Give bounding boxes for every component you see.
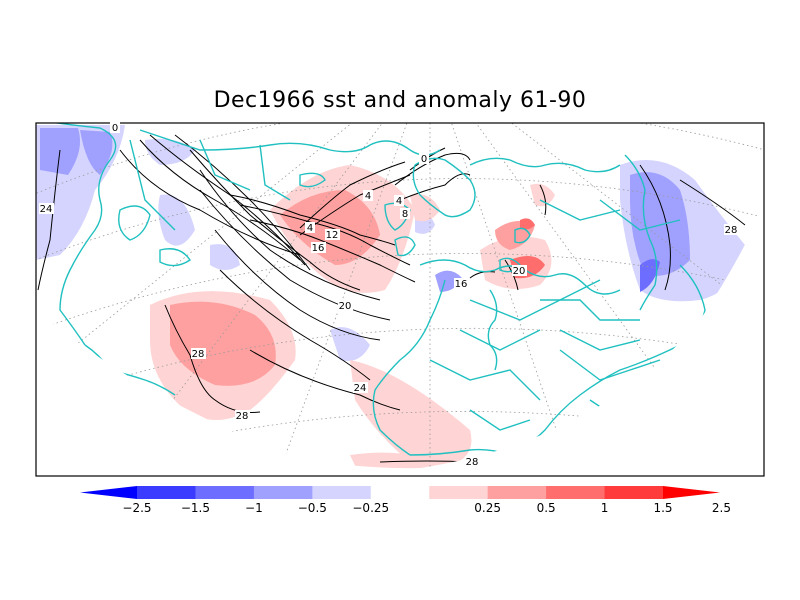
colorbar-tick-label: 1 (601, 501, 609, 515)
colorbar-cell (604, 486, 664, 499)
contour-label-text: 24 (354, 383, 367, 394)
colorbar-cell (253, 486, 313, 499)
colorbar-tick-label: −2.5 (122, 501, 151, 515)
contour-label-text: 20 (339, 301, 352, 312)
contour-label: 4 (305, 222, 315, 234)
contour-label-text: 4 (365, 191, 371, 202)
colorbar-cell (312, 486, 372, 499)
contour-label: 0 (110, 122, 120, 134)
contour-label: 20 (338, 300, 353, 312)
contour-label: 28 (465, 456, 480, 468)
contour-label-text: 16 (455, 279, 468, 290)
colorbar-tick-label: 0.5 (537, 501, 556, 515)
contour-label-text: 28 (725, 225, 738, 236)
map-frame (35, 122, 765, 477)
colorbar-tick-label: −1 (245, 501, 263, 515)
positive-anomaly-shading (150, 165, 555, 469)
contour-label-text: 12 (326, 230, 339, 241)
colorbar-cell (487, 486, 547, 499)
contour-label-text: 24 (40, 204, 53, 215)
contour-label: 16 (311, 242, 326, 254)
colorbar-cell (370, 486, 430, 499)
contour-label-text: 0 (112, 123, 118, 134)
colorbar-tick-label: 2.5 (712, 501, 731, 515)
colorbar-tick-label: 1.5 (653, 501, 672, 515)
contour-label: 12 (325, 229, 340, 241)
colorbar-cell (80, 486, 137, 499)
negative-anomaly-shading (36, 125, 745, 361)
contour-label: 24 (39, 203, 54, 215)
contour-label-text: 0 (421, 154, 427, 165)
colorbar-tick-label: 0.25 (474, 501, 501, 515)
map-title: Dec1966 sst and anomaly 61-90 (213, 88, 587, 113)
contour-label-text: 4 (396, 196, 402, 207)
contour-label: 20 (512, 265, 527, 277)
contour-label-text: 28 (236, 411, 249, 422)
contour-label-text: 4 (307, 223, 313, 234)
contour-label: 8 (400, 208, 410, 220)
contour-label: 4 (394, 195, 404, 207)
colorbar-tick-label: −0.5 (298, 501, 327, 515)
colorbar-tick-label: −1.5 (181, 501, 210, 515)
sst-contours (37, 134, 746, 464)
contour-label-text: 20 (513, 266, 526, 277)
contour-label: 24 (353, 382, 368, 394)
contour-label-text: 28 (192, 349, 205, 360)
colorbar-cell (429, 486, 489, 499)
contour-label: 28 (724, 224, 739, 236)
contour-label: 4 (363, 190, 373, 202)
colorbar-cell (546, 486, 606, 499)
contour-label-text: 28 (466, 457, 479, 468)
colorbar-cell (137, 486, 196, 499)
contour-labels: 0 0 4 4 4 8 12 16 16 20 20 24 24 28 28 2… (39, 122, 739, 468)
contour-label: 28 (191, 348, 206, 360)
coastlines (36, 123, 706, 456)
contour-label: 16 (454, 278, 469, 290)
colorbar: −2.5 −1.5 −1 −0.5 −0.25 0.25 0.5 1 1.5 2.5 (80, 486, 731, 515)
colorbar-cell (195, 486, 255, 499)
contour-label-text: 16 (312, 243, 325, 254)
contour-label: 28 (235, 410, 250, 422)
colorbar-tick-label: −0.25 (352, 501, 389, 515)
contour-label: 0 (419, 153, 429, 165)
colorbar-cell (663, 486, 720, 499)
contour-label-text: 8 (402, 209, 408, 220)
